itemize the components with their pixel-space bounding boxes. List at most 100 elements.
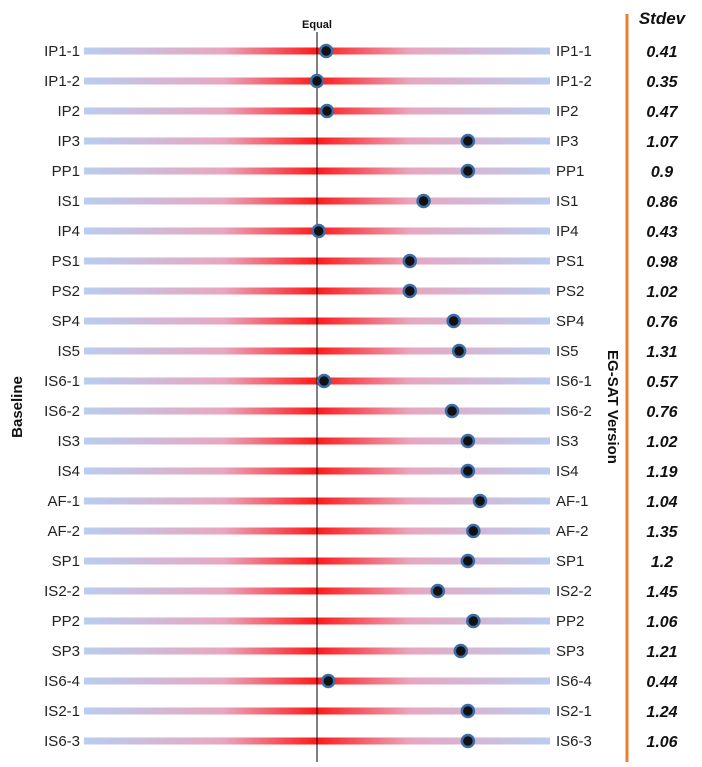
dot-ip1-2	[309, 73, 325, 89]
stdev-value-is3: 1.02	[646, 434, 677, 451]
row-label-right-af-1: AF-1	[556, 493, 589, 510]
row-label-left-is3: IS3	[57, 433, 80, 450]
stdev-value-sp4: 0.76	[646, 314, 677, 331]
stdev-value-is2-1: 1.24	[646, 704, 677, 721]
stdev-value-is1: 0.86	[646, 194, 677, 211]
row-label-right-ip2: IP2	[556, 103, 579, 120]
row-label-left-is4: IS4	[57, 463, 80, 480]
dot-is4	[460, 463, 476, 479]
row-label-right-pp2: PP2	[556, 613, 584, 630]
row-label-left-is2-2: IS2-2	[44, 583, 80, 600]
dots-layer	[309, 43, 488, 749]
stdev-value-sp1: 1.2	[651, 554, 673, 571]
row-label-left-ip1-2: IP1-2	[44, 73, 80, 90]
dot-ip1-1	[318, 43, 334, 59]
row-label-right-ps2: PS2	[556, 283, 584, 300]
row-label-left-ip3: IP3	[57, 133, 80, 150]
stdev-value-pp1: 0.9	[651, 164, 673, 181]
stdev-value-ip2: 0.47	[646, 104, 678, 121]
row-label-left-ps2: PS2	[52, 283, 80, 300]
row-label-left-ps1: PS1	[52, 253, 80, 270]
row-label-right-ip4: IP4	[556, 223, 579, 240]
row-label-left-ip4: IP4	[57, 223, 80, 240]
dot-is6-4	[321, 673, 336, 689]
row-label-left-is6-4: IS6-4	[44, 673, 80, 690]
row-label-right-pp1: PP1	[556, 163, 584, 180]
dot-is1	[416, 193, 431, 209]
row-label-right-is6-4: IS6-4	[556, 673, 592, 690]
dot-ps1	[402, 253, 418, 269]
row-label-left-pp2: PP2	[52, 613, 80, 630]
baseline-axis-label: Baseline	[9, 376, 26, 438]
stdev-value-af-1: 1.04	[646, 494, 677, 511]
stdev-value-ps2: 1.02	[646, 284, 677, 301]
row-label-right-sp4: SP4	[556, 313, 584, 330]
dot-sp4	[446, 313, 461, 329]
row-label-left-af-1: AF-1	[47, 493, 80, 510]
row-label-right-is6-2: IS6-2	[556, 403, 592, 420]
dot-sp1	[460, 553, 476, 569]
dot-pp1	[460, 163, 476, 179]
row-label-left-sp1: SP1	[52, 553, 80, 570]
dot-af-2	[466, 523, 481, 539]
stdev-value-ip1-2: 0.35	[646, 74, 678, 91]
stdev-value-ip1-1: 0.41	[646, 44, 677, 61]
stdev-value-sp3: 1.21	[646, 644, 677, 661]
eg-sat-axis-label: EG-SAT Version	[604, 350, 621, 464]
dot-ip3	[460, 133, 476, 149]
stdev-value-is4: 1.19	[646, 464, 677, 481]
row-label-right-is4: IS4	[556, 463, 579, 480]
stdev-layer: 0.41 0.35 0.47 1.07 0.9 0.86 0.43 0.98 1.02 0.76 1…	[646, 44, 678, 751]
equal-label: Equal	[302, 19, 332, 31]
stdev-value-is6-4: 0.44	[646, 674, 677, 691]
row-label-right-is3: IS3	[556, 433, 579, 450]
stdev-value-ps1: 0.98	[646, 254, 677, 271]
row-label-right-is6-1: IS6-1	[556, 373, 592, 390]
dot-ps2	[402, 283, 418, 299]
stdev-value-af-2: 1.35	[646, 524, 678, 541]
dot-is6-1	[316, 373, 332, 389]
row-label-left-is5: IS5	[57, 343, 80, 360]
dot-is6-2	[444, 403, 460, 419]
dot-pp2	[466, 613, 481, 629]
row-label-left-sp4: SP4	[52, 313, 80, 330]
dot-ip2	[319, 103, 335, 119]
row-label-right-sp1: SP1	[556, 553, 584, 570]
row-label-left-ip1-1: IP1-1	[44, 43, 80, 60]
stdev-value-is6-1: 0.57	[646, 374, 678, 391]
stdev-header: Stdev	[639, 9, 687, 28]
row-label-left-pp1: PP1	[52, 163, 80, 180]
stdev-value-pp2: 1.06	[646, 614, 677, 631]
row-label-right-sp3: SP3	[556, 643, 584, 660]
dot-is2-1	[460, 703, 476, 719]
row-label-left-sp3: SP3	[52, 643, 80, 660]
dot-is2-2	[430, 583, 446, 599]
row-label-right-af-2: AF-2	[556, 523, 589, 540]
row-label-right-ip1-2: IP1-2	[556, 73, 592, 90]
row-label-left-is6-1: IS6-1	[44, 373, 80, 390]
row-label-right-is2-2: IS2-2	[556, 583, 592, 600]
stdev-value-is6-2: 0.76	[646, 404, 677, 421]
dot-sp3	[453, 643, 469, 659]
stdev-value-is6-3: 1.06	[646, 734, 677, 751]
stdev-value-ip4: 0.43	[646, 224, 677, 241]
row-label-left-af-2: AF-2	[47, 523, 80, 540]
row-label-left-is1: IS1	[57, 193, 80, 210]
row-label-right-is5: IS5	[556, 343, 579, 360]
dot-is3	[460, 433, 476, 449]
labels-layer: IP1-1 IP1-1 IP1-2 IP1-2 IP2 IP2 IP3 IP3 PP1 PP1 IS…	[44, 43, 592, 750]
stdev-value-is2-2: 1.45	[646, 584, 678, 601]
dot-af-1	[472, 493, 488, 509]
stdev-value-ip3: 1.07	[646, 134, 678, 151]
row-label-left-is2-1: IS2-1	[44, 703, 80, 720]
dot-ip4	[311, 223, 326, 239]
row-label-right-ip1-1: IP1-1	[556, 43, 592, 60]
row-label-left-is6-2: IS6-2	[44, 403, 80, 420]
row-label-right-is2-1: IS2-1	[556, 703, 592, 720]
row-label-left-ip2: IP2	[57, 103, 80, 120]
row-label-right-ip3: IP3	[556, 133, 579, 150]
row-label-right-is6-3: IS6-3	[556, 733, 592, 750]
row-label-left-is6-3: IS6-3	[44, 733, 80, 750]
row-label-right-ps1: PS1	[556, 253, 584, 270]
